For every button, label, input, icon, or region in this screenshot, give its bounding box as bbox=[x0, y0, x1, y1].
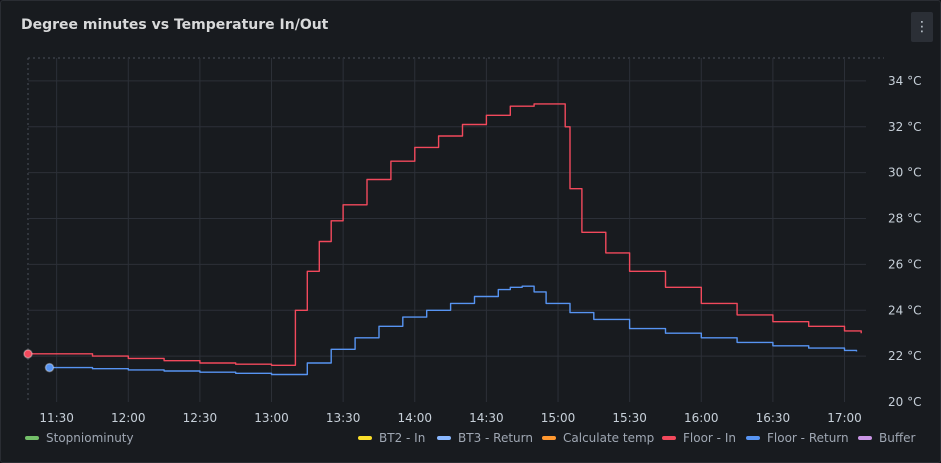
legend-label: Calculate temp bbox=[563, 431, 655, 445]
x-axis: 11:30 12:00 12:30 13:00 13:30 14:00 14:30 15:00… bbox=[39, 411, 861, 425]
y-tick-label: 32 °C bbox=[888, 120, 921, 134]
legend: Stopniominuty BT2 - In BT3 - Return Calcula… bbox=[0, 431, 939, 447]
legend-label: Floor - Return bbox=[767, 431, 849, 445]
legend-swatch bbox=[25, 436, 39, 440]
legend-label: BT2 - In bbox=[379, 431, 426, 445]
x-tick-label: 15:30 bbox=[612, 411, 647, 425]
x-tick-label: 12:00 bbox=[111, 411, 146, 425]
x-tick-label: 14:30 bbox=[469, 411, 504, 425]
series-line-floor-return bbox=[49, 285, 858, 376]
legend-item-floor-in[interactable]: Floor - In bbox=[662, 431, 736, 445]
x-tick-label: 15:00 bbox=[541, 411, 576, 425]
legend-swatch bbox=[542, 436, 556, 440]
legend-item-stopniominuty[interactable]: Stopniominuty bbox=[25, 431, 134, 445]
legend-item-bt2-in[interactable]: BT2 - In bbox=[358, 431, 425, 445]
legend-swatch bbox=[358, 436, 372, 440]
legend-item-buffer[interactable]: Buffer bbox=[858, 431, 915, 445]
series-line-floor-in bbox=[28, 103, 862, 366]
series-layer bbox=[23, 103, 862, 376]
y-tick-label: 22 °C bbox=[888, 349, 921, 363]
legend-swatch bbox=[437, 436, 451, 440]
legend-item-bt3-return[interactable]: BT3 - Return bbox=[437, 431, 533, 445]
legend-swatch bbox=[746, 436, 760, 440]
y-tick-label: 20 °C bbox=[888, 395, 921, 409]
x-tick-label: 17:00 bbox=[827, 411, 862, 425]
legend-label: BT3 - Return bbox=[458, 431, 533, 445]
panel-title: Degree minutes vs Temperature In/Out bbox=[21, 17, 329, 33]
x-tick-label: 12:30 bbox=[183, 411, 218, 425]
x-tick-label: 16:00 bbox=[684, 411, 719, 425]
y-axis: 20 °C 22 °C 24 °C 26 °C 28 °C 30 °C 32 °C 34 °C bbox=[888, 74, 921, 409]
legend-label: Buffer bbox=[879, 431, 916, 445]
x-tick-label: 13:30 bbox=[326, 411, 361, 425]
y-tick-label: 28 °C bbox=[888, 212, 921, 226]
y-tick-label: 26 °C bbox=[888, 257, 921, 271]
x-tick-label: 11:30 bbox=[39, 411, 74, 425]
legend-label: Stopniominuty bbox=[46, 431, 134, 445]
legend-swatch bbox=[858, 436, 872, 440]
legend-item-floor-return[interactable]: Floor - Return bbox=[746, 431, 849, 445]
y-tick-label: 30 °C bbox=[888, 166, 921, 180]
grid-layer bbox=[27, 57, 884, 402]
legend-label: Floor - In bbox=[683, 431, 736, 445]
y-tick-label: 34 °C bbox=[888, 74, 921, 88]
x-tick-label: 13:00 bbox=[254, 411, 289, 425]
series-start-point-floor-in[interactable] bbox=[23, 349, 33, 359]
legend-item-calculate-temp[interactable]: Calculate temp bbox=[542, 431, 654, 445]
kebab-menu-icon[interactable]: ⋮ bbox=[911, 12, 933, 42]
x-tick-label: 16:30 bbox=[756, 411, 791, 425]
x-tick-label: 14:00 bbox=[397, 411, 432, 425]
y-tick-label: 24 °C bbox=[888, 303, 921, 317]
series-start-point-floor-return[interactable] bbox=[44, 362, 55, 373]
legend-swatch bbox=[662, 436, 676, 440]
